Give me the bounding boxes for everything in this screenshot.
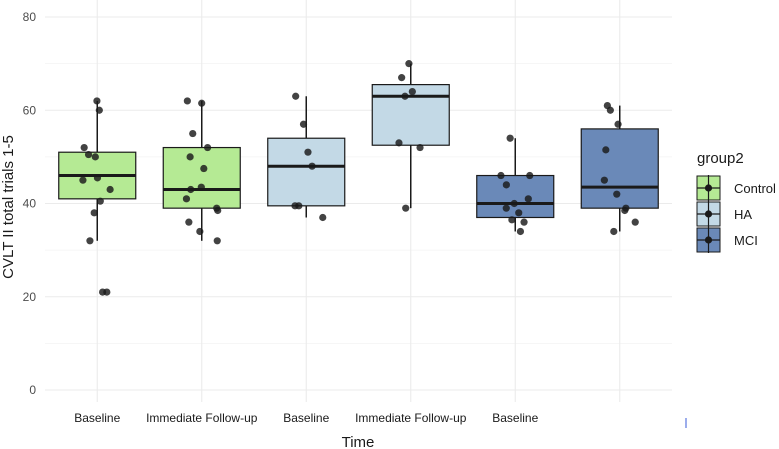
- data-point: [631, 218, 639, 226]
- legend-title: group2: [697, 150, 744, 167]
- box-iqr: [267, 137, 346, 207]
- data-point: [91, 153, 99, 161]
- x-tick-label: Baseline: [74, 411, 120, 425]
- data-point: [502, 204, 510, 212]
- data-point: [79, 176, 87, 184]
- legend-key-point: [704, 184, 713, 192]
- y-axis: 0 20 40 60 80: [23, 10, 37, 397]
- data-point: [187, 185, 195, 194]
- data-point: [516, 227, 525, 236]
- y-tick-label: 40: [23, 197, 37, 211]
- data-point: [304, 148, 312, 156]
- data-point: [213, 237, 221, 245]
- data-point: [197, 183, 205, 191]
- data-point: [198, 99, 206, 107]
- data-point: [93, 97, 101, 105]
- data-point: [613, 190, 621, 198]
- data-point: [606, 106, 614, 114]
- data-point: [308, 162, 316, 170]
- y-tick-label: 60: [23, 103, 37, 117]
- data-point: [506, 134, 514, 142]
- data-point: [291, 202, 299, 210]
- data-point: [189, 129, 197, 138]
- data-point: [621, 206, 629, 215]
- x-tick-label: Baseline: [283, 411, 329, 425]
- x-tick-label: Immediate Follow-up: [146, 411, 258, 425]
- data-point: [395, 139, 403, 147]
- box-iqr: [580, 128, 659, 209]
- data-point: [185, 218, 193, 226]
- box-iqr: [476, 174, 555, 219]
- data-point: [183, 97, 191, 105]
- data-point: [200, 164, 208, 173]
- data-point: [106, 185, 114, 194]
- data-point: [614, 120, 622, 128]
- data-point: [299, 120, 308, 128]
- data-point: [292, 92, 300, 100]
- data-point: [186, 153, 194, 161]
- data-point: [203, 143, 212, 152]
- data-point: [520, 218, 528, 226]
- data-point: [610, 227, 618, 236]
- legend: group2 Control HA MCI: [696, 150, 776, 253]
- data-point: [502, 181, 510, 189]
- boxes: [58, 63, 659, 241]
- data-point: [416, 143, 424, 152]
- data-point: [510, 199, 518, 208]
- legend-label: HA: [734, 207, 752, 222]
- grid: [45, 0, 672, 402]
- box-iqr: [162, 146, 241, 209]
- x-axis-title: Time: [342, 434, 375, 449]
- data-point: [80, 143, 88, 152]
- legend-key-point: [704, 210, 713, 218]
- data-point: [86, 237, 94, 245]
- data-points: [79, 60, 639, 296]
- y-axis-title: CVLT II total trials 1-5: [0, 135, 17, 279]
- data-point: [90, 209, 98, 217]
- legend-key-point: [704, 236, 713, 244]
- data-point: [497, 171, 505, 180]
- data-point: [602, 146, 610, 154]
- x-tick-label: Baseline: [492, 411, 538, 425]
- y-tick-label: 20: [23, 290, 37, 304]
- legend-label: Control: [734, 181, 776, 196]
- data-point: [408, 88, 416, 96]
- data-point: [600, 176, 608, 184]
- data-point: [524, 195, 532, 203]
- data-point: [508, 216, 516, 224]
- data-point: [402, 204, 410, 212]
- data-point: [196, 227, 204, 236]
- data-point: [93, 174, 102, 182]
- legend-label: MCI: [734, 233, 758, 248]
- data-point: [405, 60, 413, 68]
- data-point: [95, 106, 103, 114]
- data-point: [401, 92, 409, 100]
- x-axis: Baseline Immediate Follow-up Baseline Immed…: [74, 411, 538, 425]
- data-point: [84, 150, 93, 159]
- y-tick-label: 80: [23, 10, 37, 24]
- data-point: [515, 209, 523, 217]
- data-point: [398, 74, 406, 82]
- data-point: [526, 171, 534, 180]
- data-point: [99, 288, 107, 296]
- data-point: [96, 197, 104, 205]
- data-point: [182, 195, 191, 203]
- data-point: [319, 213, 327, 222]
- y-tick-label: 0: [29, 383, 36, 397]
- data-point: [214, 206, 222, 215]
- x-tick-label: Immediate Follow-up: [355, 411, 467, 425]
